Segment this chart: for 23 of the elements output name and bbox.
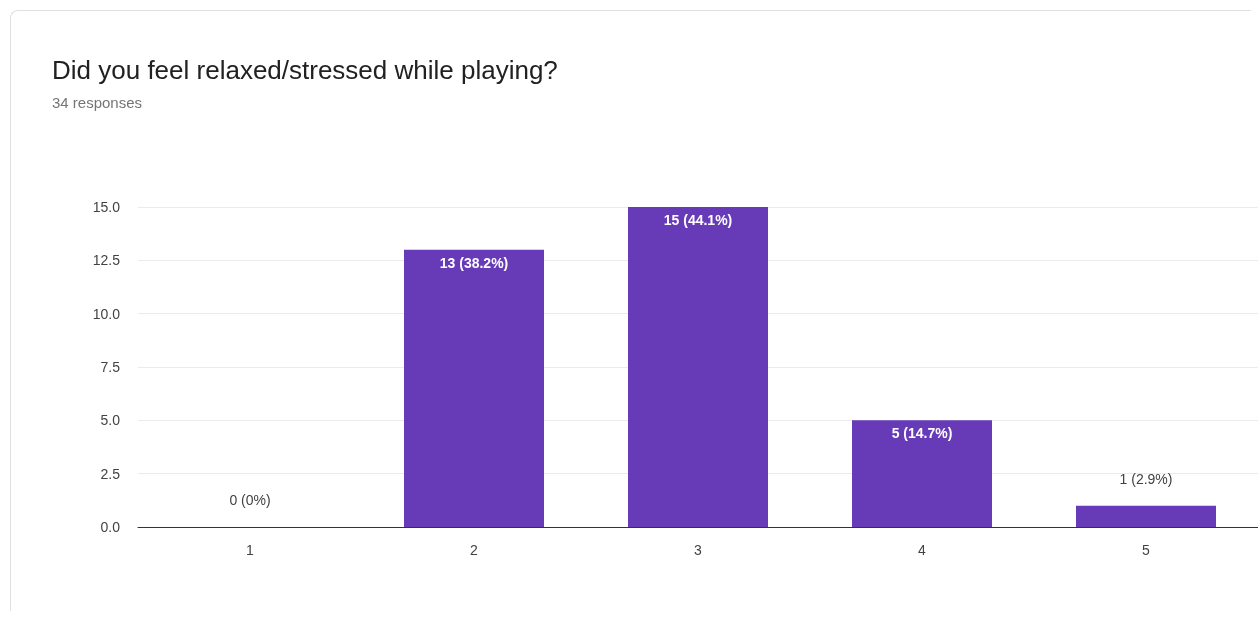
data-label: 0 (0%) <box>229 492 271 508</box>
y-tick-label: 0.0 <box>100 519 121 535</box>
bar <box>628 207 768 527</box>
data-label: 5 (14.7%) <box>891 425 953 442</box>
bar <box>404 249 544 527</box>
y-tick-label: 10.0 <box>92 305 121 322</box>
bar <box>852 420 992 527</box>
x-tick-label: 1 <box>246 542 255 558</box>
x-tick-label: 3 <box>694 542 703 558</box>
chart-title: Did you feel relaxed/stressed while playing? <box>52 55 558 85</box>
x-tick-label: 2 <box>470 542 479 558</box>
y-tick-label: 15.0 <box>92 199 121 215</box>
data-label: 15 (44.1%) <box>663 212 733 228</box>
data-label: 13 (38.2%) <box>439 254 509 271</box>
y-tick-label: 5.0 <box>100 412 121 429</box>
data-label: 1 (2.9%) <box>1119 470 1173 487</box>
y-tick-label: 7.5 <box>100 359 121 375</box>
y-tick-label: 12.5 <box>92 252 121 269</box>
y-tick-label: 2.5 <box>100 465 121 482</box>
chart-subtitle: 34 responses <box>52 94 143 111</box>
bar <box>1076 505 1216 527</box>
x-tick-label: 4 <box>918 542 927 558</box>
x-tick-label: 5 <box>1142 542 1151 558</box>
